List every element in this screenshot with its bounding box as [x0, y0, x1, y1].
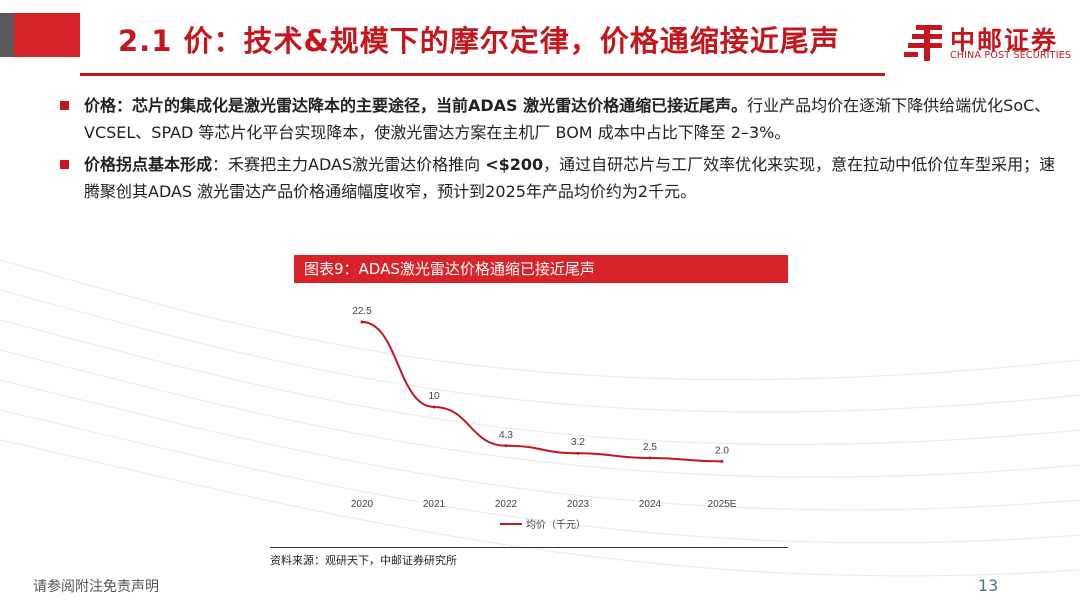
data-point	[432, 405, 436, 409]
bullet-square-icon	[60, 101, 69, 110]
page-number: 13	[978, 576, 999, 595]
header-red-bar	[14, 13, 80, 57]
data-label: 4.3	[499, 430, 513, 441]
page-title: 2.1 价：技术&规模下的摩尔定律，价格通缩接近尾声	[118, 24, 840, 58]
x-tick-label: 2021	[423, 499, 446, 510]
title-underline	[80, 73, 885, 76]
x-tick-label: 2025E	[708, 499, 737, 510]
bullet-square-icon	[60, 160, 69, 169]
bullet-item: 价格：芯片的集成化是激光雷达降本的主要途径，当前ADAS 激光雷达价格通缩已接近…	[60, 92, 1060, 146]
bullet-text: 行业产品均价在逐渐下降供给端优化SoC、VCSEL、SPAD 等芯片化平台实现降…	[84, 96, 1051, 142]
data-label: 3.2	[571, 437, 585, 448]
data-point	[576, 451, 580, 455]
legend-label: 均价（千元）	[526, 519, 586, 531]
chart-title: 图表9：ADAS激光雷达价格通缩已接近尾声	[294, 255, 788, 283]
x-tick-label: 2024	[639, 499, 662, 510]
bullet-list: 价格：芯片的集成化是激光雷达降本的主要途径，当前ADAS 激光雷达价格通缩已接近…	[60, 92, 1060, 210]
series-line-avg-price	[361, 321, 723, 463]
bullet-text-after: ，通过自研芯片与工厂效率优化来实现，意在拉动中低价位车型采用；速腾聚创其ADAS…	[84, 155, 1056, 201]
source-note: 资料来源：观研天下，中邮证券研究所	[270, 554, 457, 567]
bullet-label: 价格：芯片的集成化是激光雷达降本的主要途径，当前ADAS 激光雷达价格通缩已接近…	[84, 96, 748, 115]
data-label: 22.5	[352, 306, 372, 317]
x-tick-label: 2022	[495, 499, 518, 510]
bullet-label: 价格拐点基本形成	[84, 155, 213, 174]
data-label: 2.0	[715, 445, 729, 456]
chart-panel: 图表9：ADAS激光雷达价格通缩已接近尾声 22.5 10 4.3 3.2 2.5 2.0…	[294, 255, 788, 547]
data-point	[648, 456, 652, 460]
header-gray-bar	[0, 13, 14, 57]
data-label: 10	[428, 391, 440, 402]
company-logo: 中邮证券 CHINA POST SECURITIES	[902, 19, 1072, 69]
bullet-item: 价格拐点基本形成：禾赛把主力ADAS激光雷达价格推向 <$200，通过自研芯片与…	[60, 151, 1060, 205]
data-point	[360, 320, 364, 324]
x-tick-label: 2020	[351, 499, 374, 510]
footer-disclaimer: 请参阅附注免责声明	[33, 579, 159, 595]
data-point	[720, 459, 724, 463]
bullet-text-before: ：禾赛把主力ADAS激光雷达价格推向	[212, 155, 486, 174]
source-divider	[270, 547, 788, 548]
china-post-emblem-icon	[904, 25, 942, 61]
logo-text: 中邮证券	[950, 26, 1059, 55]
data-label: 2.5	[643, 442, 657, 453]
price-line-chart: 22.5 10 4.3 3.2 2.5 2.0 2020 2021 2022 2023 2024 20…	[351, 306, 737, 531]
data-point	[504, 444, 508, 448]
logo-subtitle: CHINA POST SECURITIES	[950, 50, 1072, 61]
x-tick-label: 2023	[567, 499, 590, 510]
bullet-highlight: <$200	[485, 155, 544, 174]
